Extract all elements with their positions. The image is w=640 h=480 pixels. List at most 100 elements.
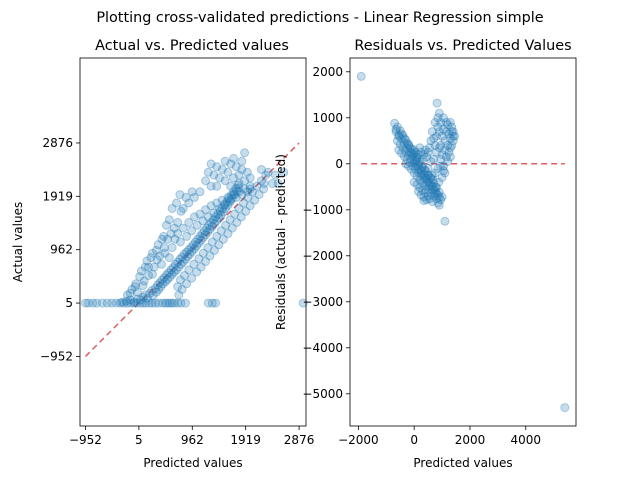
data-point — [263, 167, 273, 177]
data-point — [419, 196, 429, 206]
data-point — [443, 120, 453, 130]
data-point — [259, 184, 269, 194]
data-point — [232, 218, 242, 227]
data-point — [399, 151, 409, 161]
data-point — [151, 287, 161, 297]
data-point — [413, 150, 423, 160]
data-point — [223, 192, 233, 202]
data-point — [203, 212, 213, 222]
data-point — [205, 224, 215, 234]
data-point — [187, 273, 197, 283]
data-point — [411, 147, 421, 157]
data-point — [127, 284, 137, 294]
data-point — [192, 220, 202, 230]
data-point — [414, 159, 424, 169]
data-point — [419, 169, 429, 179]
data-point — [198, 248, 208, 258]
data-point — [189, 212, 199, 222]
data-point — [427, 185, 437, 195]
data-point — [181, 298, 190, 308]
data-point — [125, 288, 135, 298]
data-point — [165, 272, 175, 282]
data-point — [158, 279, 168, 289]
data-point — [151, 245, 161, 255]
data-point — [145, 288, 155, 298]
data-point — [560, 403, 570, 413]
data-point — [181, 254, 190, 264]
data-point — [227, 194, 237, 203]
data-point — [395, 140, 405, 149]
data-point — [392, 122, 402, 132]
data-point — [165, 298, 175, 308]
data-point — [162, 220, 171, 230]
data-point — [167, 204, 177, 213]
data-point — [261, 170, 271, 180]
data-point — [394, 130, 404, 140]
data-point — [157, 259, 166, 269]
data-point — [433, 113, 443, 123]
data-point — [412, 152, 422, 162]
data-point — [131, 279, 141, 289]
figure-suptitle: Plotting cross-validated predictions - L… — [96, 10, 543, 26]
data-point — [221, 220, 231, 230]
x-tick-label: −2000 — [338, 433, 379, 447]
data-point — [412, 180, 422, 189]
data-point — [397, 129, 407, 139]
data-point — [427, 127, 437, 137]
data-point — [222, 197, 232, 207]
data-point — [169, 223, 179, 233]
data-point — [430, 117, 440, 127]
data-point — [163, 234, 173, 244]
data-point — [425, 194, 434, 204]
data-point — [157, 234, 167, 244]
data-point — [153, 240, 163, 250]
y-tick-label: −1000 — [302, 203, 343, 217]
data-point — [423, 185, 433, 195]
data-point — [185, 249, 195, 259]
data-point — [125, 295, 135, 305]
data-point — [425, 173, 435, 183]
data-point — [206, 218, 216, 227]
data-point — [397, 134, 407, 144]
y-axis-label-right: Residuals (actual - predicted) — [274, 154, 288, 330]
data-point — [399, 139, 409, 149]
data-point — [441, 127, 451, 137]
data-point — [234, 170, 244, 180]
data-point — [140, 290, 150, 300]
data-point — [418, 162, 427, 172]
data-point — [122, 298, 132, 308]
data-point — [213, 209, 223, 219]
data-point — [240, 184, 250, 194]
data-point — [436, 117, 446, 127]
data-point — [242, 167, 252, 177]
data-point — [436, 161, 446, 171]
data-point — [217, 195, 227, 205]
data-point — [268, 179, 277, 188]
data-point — [189, 244, 199, 254]
data-point — [173, 282, 183, 292]
data-point — [210, 245, 219, 255]
data-point — [201, 176, 211, 186]
data-point — [394, 131, 404, 141]
data-point — [444, 147, 454, 157]
x-tick-label: −952 — [69, 433, 102, 447]
data-point — [412, 162, 422, 172]
data-point — [356, 71, 366, 81]
data-point — [256, 165, 266, 174]
data-point — [431, 182, 441, 192]
data-point — [440, 216, 450, 226]
data-point — [225, 215, 235, 225]
y-tick-label: 2876 — [42, 136, 73, 150]
data-point — [203, 167, 213, 177]
data-point — [117, 297, 127, 307]
data-point — [208, 215, 218, 225]
data-point — [404, 151, 414, 160]
data-point — [408, 152, 418, 162]
data-point — [401, 147, 411, 157]
data-point — [416, 165, 426, 175]
data-point — [439, 166, 448, 176]
x-tick-label: 4000 — [511, 433, 542, 447]
data-point — [207, 298, 217, 308]
y-tick-label: 1919 — [42, 189, 73, 203]
data-point — [196, 262, 206, 272]
